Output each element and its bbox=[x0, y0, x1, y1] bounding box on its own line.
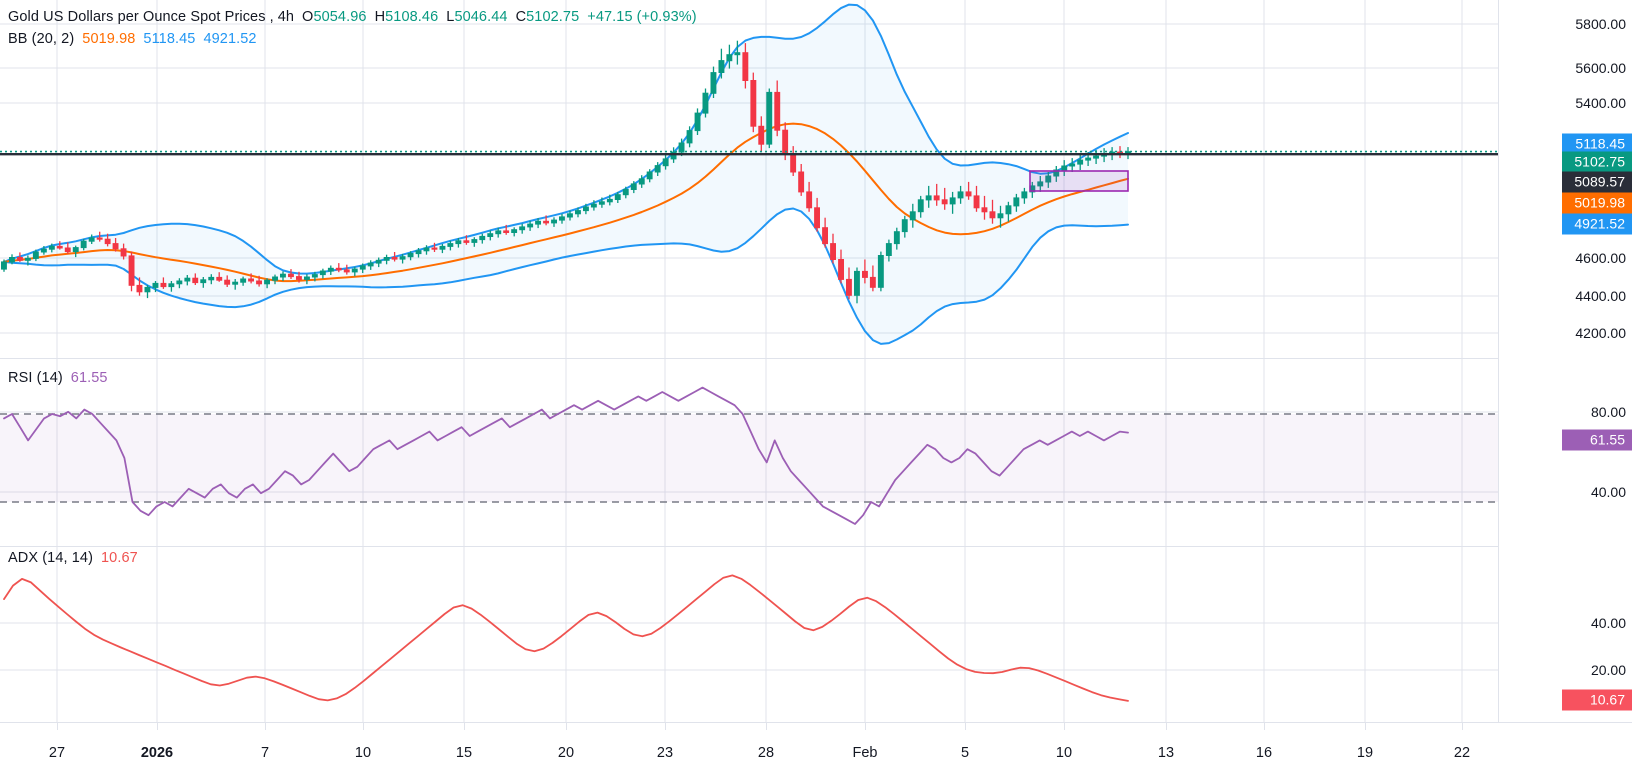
time-tick-mark bbox=[464, 723, 465, 730]
low-key: L bbox=[446, 9, 455, 25]
pane-separator-1 bbox=[0, 358, 1632, 359]
bb-legend: BB (20, 2) 5019.98 5118.45 4921.52 bbox=[8, 30, 257, 49]
price-legend: Gold US Dollars per Ounce Spot Prices, 4h… bbox=[8, 9, 697, 25]
rsi-badge[interactable]: 61.55 bbox=[1562, 429, 1632, 451]
bb-upper-value: 5118.45 bbox=[143, 31, 196, 47]
adx-plot[interactable] bbox=[0, 547, 1498, 722]
time-tick-mark bbox=[665, 723, 666, 730]
symbol-name[interactable]: Gold US Dollars per Ounce Spot Prices bbox=[8, 9, 266, 25]
rsi-plot[interactable] bbox=[0, 359, 1498, 546]
time-tick-mark bbox=[566, 723, 567, 730]
time-tick-mark bbox=[1166, 723, 1167, 730]
price-plot[interactable] bbox=[0, 0, 1498, 358]
high-value: 5108.46 bbox=[385, 9, 439, 25]
high-key: H bbox=[374, 9, 386, 25]
time-tick-mark bbox=[265, 723, 266, 730]
rsi-pane[interactable] bbox=[0, 359, 1498, 546]
time-tick-label: 10 bbox=[1055, 745, 1073, 761]
rsi-legend: RSI (14) 61.55 bbox=[8, 369, 108, 388]
price-pane[interactable] bbox=[0, 0, 1498, 358]
time-tick-label: 19 bbox=[1356, 745, 1374, 761]
time-tick-mark bbox=[766, 723, 767, 730]
price-badge[interactable]: 5089.57 bbox=[1562, 171, 1632, 193]
low-value: 5046.44 bbox=[454, 9, 508, 25]
adx-legend: ADX (14, 14) 10.67 bbox=[8, 549, 138, 568]
change-percent: (+0.93%) bbox=[636, 9, 697, 25]
time-tick-mark bbox=[1264, 723, 1265, 730]
rsi-value: 61.55 bbox=[70, 370, 108, 386]
price-tick: 4600.00 bbox=[1575, 250, 1626, 266]
time-tick-mark bbox=[865, 723, 866, 730]
time-tick-mark bbox=[1365, 723, 1366, 730]
adx-badge[interactable]: 10.67 bbox=[1562, 689, 1632, 711]
adx-tick: 20.00 bbox=[1590, 662, 1626, 678]
time-tick-label: 16 bbox=[1255, 745, 1273, 761]
time-axis[interactable]: 27 2026 7 10 15 20 23 28 Feb 5 10 13 16 19 22 bbox=[0, 722, 1632, 783]
time-tick-label: 7 bbox=[260, 745, 270, 761]
close-key: C bbox=[515, 9, 527, 25]
price-tick: 5400.00 bbox=[1575, 95, 1626, 111]
pane-separator-2 bbox=[0, 546, 1632, 547]
adx-pane[interactable] bbox=[0, 547, 1498, 722]
adx-label[interactable]: ADX (14, 14) bbox=[8, 550, 94, 566]
price-badge[interactable]: 5102.75 bbox=[1562, 151, 1632, 173]
time-tick-label: 28 bbox=[757, 745, 775, 761]
price-tick: 5800.00 bbox=[1575, 16, 1626, 32]
adx-tick: 40.00 bbox=[1590, 615, 1626, 631]
time-tick-label: 5 bbox=[960, 745, 970, 761]
price-badge[interactable]: 5118.45 bbox=[1562, 133, 1632, 155]
price-badge[interactable]: 4921.52 bbox=[1562, 213, 1632, 235]
time-tick-mark bbox=[157, 723, 158, 730]
time-tick-label: 22 bbox=[1453, 745, 1471, 761]
price-axis[interactable]: 5800.00 5600.00 5400.00 4600.00 4400.00 4200.… bbox=[1498, 0, 1632, 722]
time-tick-label: 23 bbox=[656, 745, 674, 761]
time-tick-label: 27 bbox=[48, 745, 66, 761]
rsi-label[interactable]: RSI (14) bbox=[8, 370, 63, 386]
time-tick-mark bbox=[57, 723, 58, 730]
bb-basis-value: 5019.98 bbox=[82, 31, 136, 47]
interval-label[interactable]: 4h bbox=[277, 9, 295, 25]
open-key: O bbox=[302, 9, 314, 25]
bb-lower-value: 4921.52 bbox=[203, 31, 257, 47]
time-tick-label: 2026 bbox=[140, 745, 174, 761]
open-value: 5054.96 bbox=[313, 9, 367, 25]
price-tick: 4200.00 bbox=[1575, 325, 1626, 341]
time-tick-label: 15 bbox=[455, 745, 473, 761]
rsi-tick: 80.00 bbox=[1590, 404, 1626, 420]
time-tick-mark bbox=[363, 723, 364, 730]
rsi-tick: 40.00 bbox=[1590, 484, 1626, 500]
change-value: +47.15 bbox=[587, 9, 633, 25]
time-tick-mark bbox=[1462, 723, 1463, 730]
time-tick-mark bbox=[965, 723, 966, 730]
time-tick-label: 20 bbox=[557, 745, 575, 761]
bb-label[interactable]: BB (20, 2) bbox=[8, 31, 75, 47]
price-tick: 5600.00 bbox=[1575, 60, 1626, 76]
time-tick-label: Feb bbox=[852, 745, 878, 761]
price-badge[interactable]: 5019.98 bbox=[1562, 192, 1632, 214]
time-tick-mark bbox=[1064, 723, 1065, 730]
price-tick: 4400.00 bbox=[1575, 288, 1626, 304]
time-tick-label: 13 bbox=[1157, 745, 1175, 761]
adx-value: 10.67 bbox=[101, 550, 138, 566]
close-value: 5102.75 bbox=[526, 9, 580, 25]
time-tick-label: 10 bbox=[354, 745, 372, 761]
